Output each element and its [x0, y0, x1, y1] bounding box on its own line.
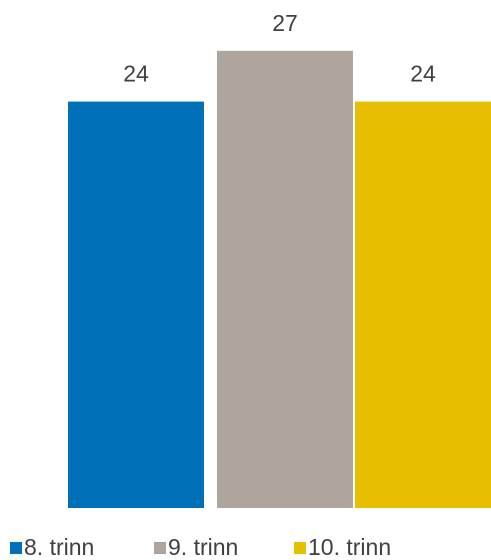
legend-label: 10. trinn [308, 534, 391, 560]
bar [355, 101, 491, 508]
value-label: 24 [410, 61, 436, 87]
value-label: 24 [123, 61, 149, 87]
bar [68, 101, 204, 508]
legend-label: 8. trinn [24, 534, 94, 560]
legend-swatch [294, 542, 306, 554]
value-label: 27 [272, 10, 298, 36]
legend-label: 9. trinn [168, 534, 238, 560]
bar [217, 50, 353, 509]
legend-swatch [154, 542, 166, 554]
legend-swatch [10, 542, 22, 554]
